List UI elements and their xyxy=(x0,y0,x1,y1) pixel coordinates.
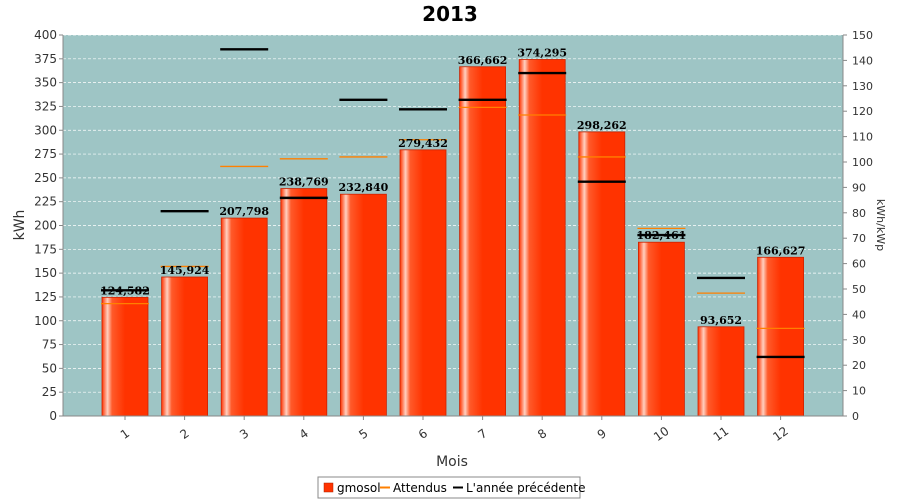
bar xyxy=(757,256,804,417)
y-tick-label: 125 xyxy=(34,290,57,304)
bar xyxy=(578,131,626,417)
y-axis-ticks: 0 25 50 75 100 125 150 175 200 225 250 275 300 325 350… xyxy=(34,28,63,423)
x-tick-label: 12 xyxy=(770,424,791,444)
bar xyxy=(220,217,268,417)
y-tick-label: 200 xyxy=(34,219,57,233)
x-tick-label: 1 xyxy=(118,426,132,442)
x-tick-label: 6 xyxy=(416,426,430,442)
bar xyxy=(161,276,209,417)
x-tick-label: 7 xyxy=(475,426,489,442)
y-axis-label: kWh xyxy=(12,210,28,241)
y-tick-label: 350 xyxy=(34,76,57,90)
bar xyxy=(399,149,447,417)
y-tick-label: 300 xyxy=(34,123,57,137)
x-tick-label: 11 xyxy=(711,424,732,444)
bars xyxy=(101,59,804,417)
legend-entry: Attendus xyxy=(393,481,447,495)
y2-tick-label: 140 xyxy=(852,54,873,67)
x-axis-label: Mois xyxy=(436,454,468,470)
bar-value-label: 366,662 xyxy=(458,54,508,67)
y2-tick-label: 0 xyxy=(852,410,859,423)
y-tick-label: 75 xyxy=(42,338,57,352)
data-labels: 124,582 145,924 207,798 238,769 232,840 279,4… xyxy=(100,46,805,326)
y-tick-label: 150 xyxy=(34,266,57,280)
legend-swatch xyxy=(323,482,334,493)
bar-value-label: 166,627 xyxy=(756,244,806,257)
bar-value-label: 93,652 xyxy=(700,314,742,327)
bar xyxy=(518,59,566,417)
y2-tick-label: 20 xyxy=(852,359,866,372)
y-tick-label: 375 xyxy=(34,52,57,66)
y-tick-label: 100 xyxy=(34,314,57,328)
y-tick-label: 175 xyxy=(34,242,57,256)
y2-axis-label: kWh/kWp xyxy=(874,199,887,251)
legend: gmosol Attendus L'année précédente xyxy=(317,476,585,499)
bar-value-label: 207,798 xyxy=(219,205,269,218)
markers xyxy=(101,48,805,359)
y2-tick-label: 50 xyxy=(852,283,866,296)
bar xyxy=(339,193,387,417)
bar xyxy=(101,296,149,417)
y2-tick-label: 10 xyxy=(852,385,866,398)
bar xyxy=(697,326,745,417)
bar-value-label: 145,924 xyxy=(160,264,210,277)
bar-value-label: 124,582 xyxy=(100,284,150,297)
bar-value-label: 182,461 xyxy=(637,229,687,242)
y-tick-label: 225 xyxy=(34,195,57,209)
x-tick-label: 4 xyxy=(297,426,311,442)
y2-tick-label: 150 xyxy=(852,29,873,42)
x-axis-ticks: 1 2 3 4 5 6 7 8 9 10 11 12 xyxy=(118,416,791,444)
y2-tick-label: 100 xyxy=(852,156,873,169)
y2-tick-label: 110 xyxy=(852,131,873,144)
x-tick-label: 10 xyxy=(651,424,672,444)
bar-value-label: 232,840 xyxy=(339,181,389,194)
x-tick-label: 3 xyxy=(237,426,251,442)
bar-value-label: 238,769 xyxy=(279,176,329,189)
y-tick-label: 0 xyxy=(49,409,57,423)
bar xyxy=(459,66,507,417)
bar xyxy=(280,188,328,417)
x-tick-label: 8 xyxy=(535,426,549,442)
legend-entry: gmosol xyxy=(337,481,381,495)
y-tick-label: 325 xyxy=(34,99,57,113)
y2-tick-label: 30 xyxy=(852,334,866,347)
legend-entry: L'année précédente xyxy=(466,481,585,495)
legend-box xyxy=(317,476,581,499)
y-tick-label: 400 xyxy=(34,28,57,42)
bar xyxy=(638,241,685,417)
x-tick-label: 2 xyxy=(177,426,191,442)
y2-tick-label: 40 xyxy=(852,308,866,321)
y-tick-label: 250 xyxy=(34,171,57,185)
chart-title: 2013 xyxy=(422,2,478,26)
y2-tick-label: 70 xyxy=(852,232,866,245)
y-tick-label: 25 xyxy=(42,385,57,399)
x-tick-label: 9 xyxy=(595,426,609,442)
y2-axis-ticks: 0 10 20 30 40 50 60 70 80 90 100 110 120 130 140 150 xyxy=(843,29,873,423)
y2-tick-label: 60 xyxy=(852,258,866,271)
bar-value-label: 298,262 xyxy=(577,119,627,132)
y2-tick-label: 90 xyxy=(852,181,866,194)
y2-tick-label: 80 xyxy=(852,207,866,220)
y-tick-label: 50 xyxy=(42,361,57,375)
y2-tick-label: 130 xyxy=(852,80,873,93)
y2-tick-label: 120 xyxy=(852,105,873,118)
y-tick-label: 275 xyxy=(34,147,57,161)
bar-value-label: 374,295 xyxy=(517,46,567,59)
x-tick-label: 5 xyxy=(356,426,370,442)
bar-value-label: 279,432 xyxy=(398,137,448,150)
